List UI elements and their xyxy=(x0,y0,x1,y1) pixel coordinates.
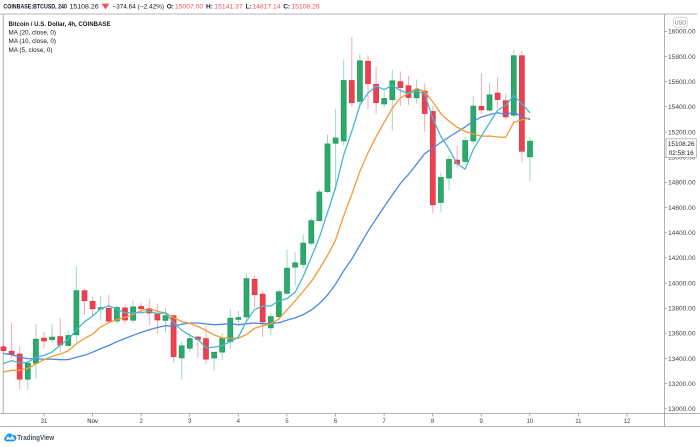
svg-text:15108.26: 15108.26 xyxy=(70,4,99,11)
svg-text:16000.00: 16000.00 xyxy=(668,29,696,36)
svg-text:8: 8 xyxy=(431,419,435,425)
svg-text:13000.00: 13000.00 xyxy=(668,406,696,413)
svg-text:H:: H: xyxy=(206,4,213,11)
svg-text:15007.00: 15007.00 xyxy=(175,4,204,11)
svg-text:MA (5, close, 0): MA (5, close, 0) xyxy=(9,47,53,54)
svg-text:10: 10 xyxy=(526,419,533,425)
svg-text:C:: C: xyxy=(283,4,290,11)
svg-text:02:58:16: 02:58:16 xyxy=(669,150,694,157)
svg-text:15141.37: 15141.37 xyxy=(214,4,243,11)
svg-text:11: 11 xyxy=(575,419,582,425)
svg-text:15108.26: 15108.26 xyxy=(668,141,695,148)
svg-text:13800.00: 13800.00 xyxy=(668,306,696,313)
svg-text:15108.26: 15108.26 xyxy=(291,4,320,11)
svg-text:7: 7 xyxy=(382,419,386,425)
svg-text:14817.14: 14817.14 xyxy=(252,4,281,11)
svg-text:14600.00: 14600.00 xyxy=(668,205,696,212)
svg-text:O:: O: xyxy=(167,4,174,11)
svg-text:USD: USD xyxy=(675,20,686,26)
svg-text:2: 2 xyxy=(140,419,144,425)
svg-text:Nov: Nov xyxy=(87,419,98,425)
svg-text:14200.00: 14200.00 xyxy=(668,255,696,262)
svg-text:14000.00: 14000.00 xyxy=(668,280,696,287)
svg-text:15600.00: 15600.00 xyxy=(668,79,696,86)
svg-text:15200.00: 15200.00 xyxy=(668,129,696,136)
svg-text:COINBASE:BTCUSD, 240: COINBASE:BTCUSD, 240 xyxy=(3,4,67,11)
svg-text:MA (10, close, 0): MA (10, close, 0) xyxy=(9,38,57,45)
svg-text:MA (20, close, 0): MA (20, close, 0) xyxy=(9,29,57,36)
svg-text:13400.00: 13400.00 xyxy=(668,356,696,363)
svg-text:6: 6 xyxy=(334,419,338,425)
svg-text:15000.00: 15000.00 xyxy=(668,155,696,162)
svg-text:14400.00: 14400.00 xyxy=(668,230,696,237)
svg-text:TradingView: TradingView xyxy=(17,433,54,442)
svg-text:31: 31 xyxy=(41,419,48,425)
svg-text:Bitcoin / U.S. Dollar, 4h, COI: Bitcoin / U.S. Dollar, 4h, COINBASE xyxy=(9,21,112,28)
svg-text:5: 5 xyxy=(285,419,289,425)
svg-text:L:: L: xyxy=(246,4,252,11)
svg-text:9: 9 xyxy=(480,419,484,425)
svg-text:15400.00: 15400.00 xyxy=(668,104,696,111)
svg-text:14800.00: 14800.00 xyxy=(668,180,696,187)
svg-text:15800.00: 15800.00 xyxy=(668,54,696,61)
svg-text:3: 3 xyxy=(188,419,192,425)
svg-text:13200.00: 13200.00 xyxy=(668,381,696,388)
svg-text:4: 4 xyxy=(237,419,241,425)
svg-text:13600.00: 13600.00 xyxy=(668,331,696,338)
svg-text:12: 12 xyxy=(624,419,631,425)
svg-text:−374.64 (−2.42%): −374.64 (−2.42%) xyxy=(112,4,164,11)
